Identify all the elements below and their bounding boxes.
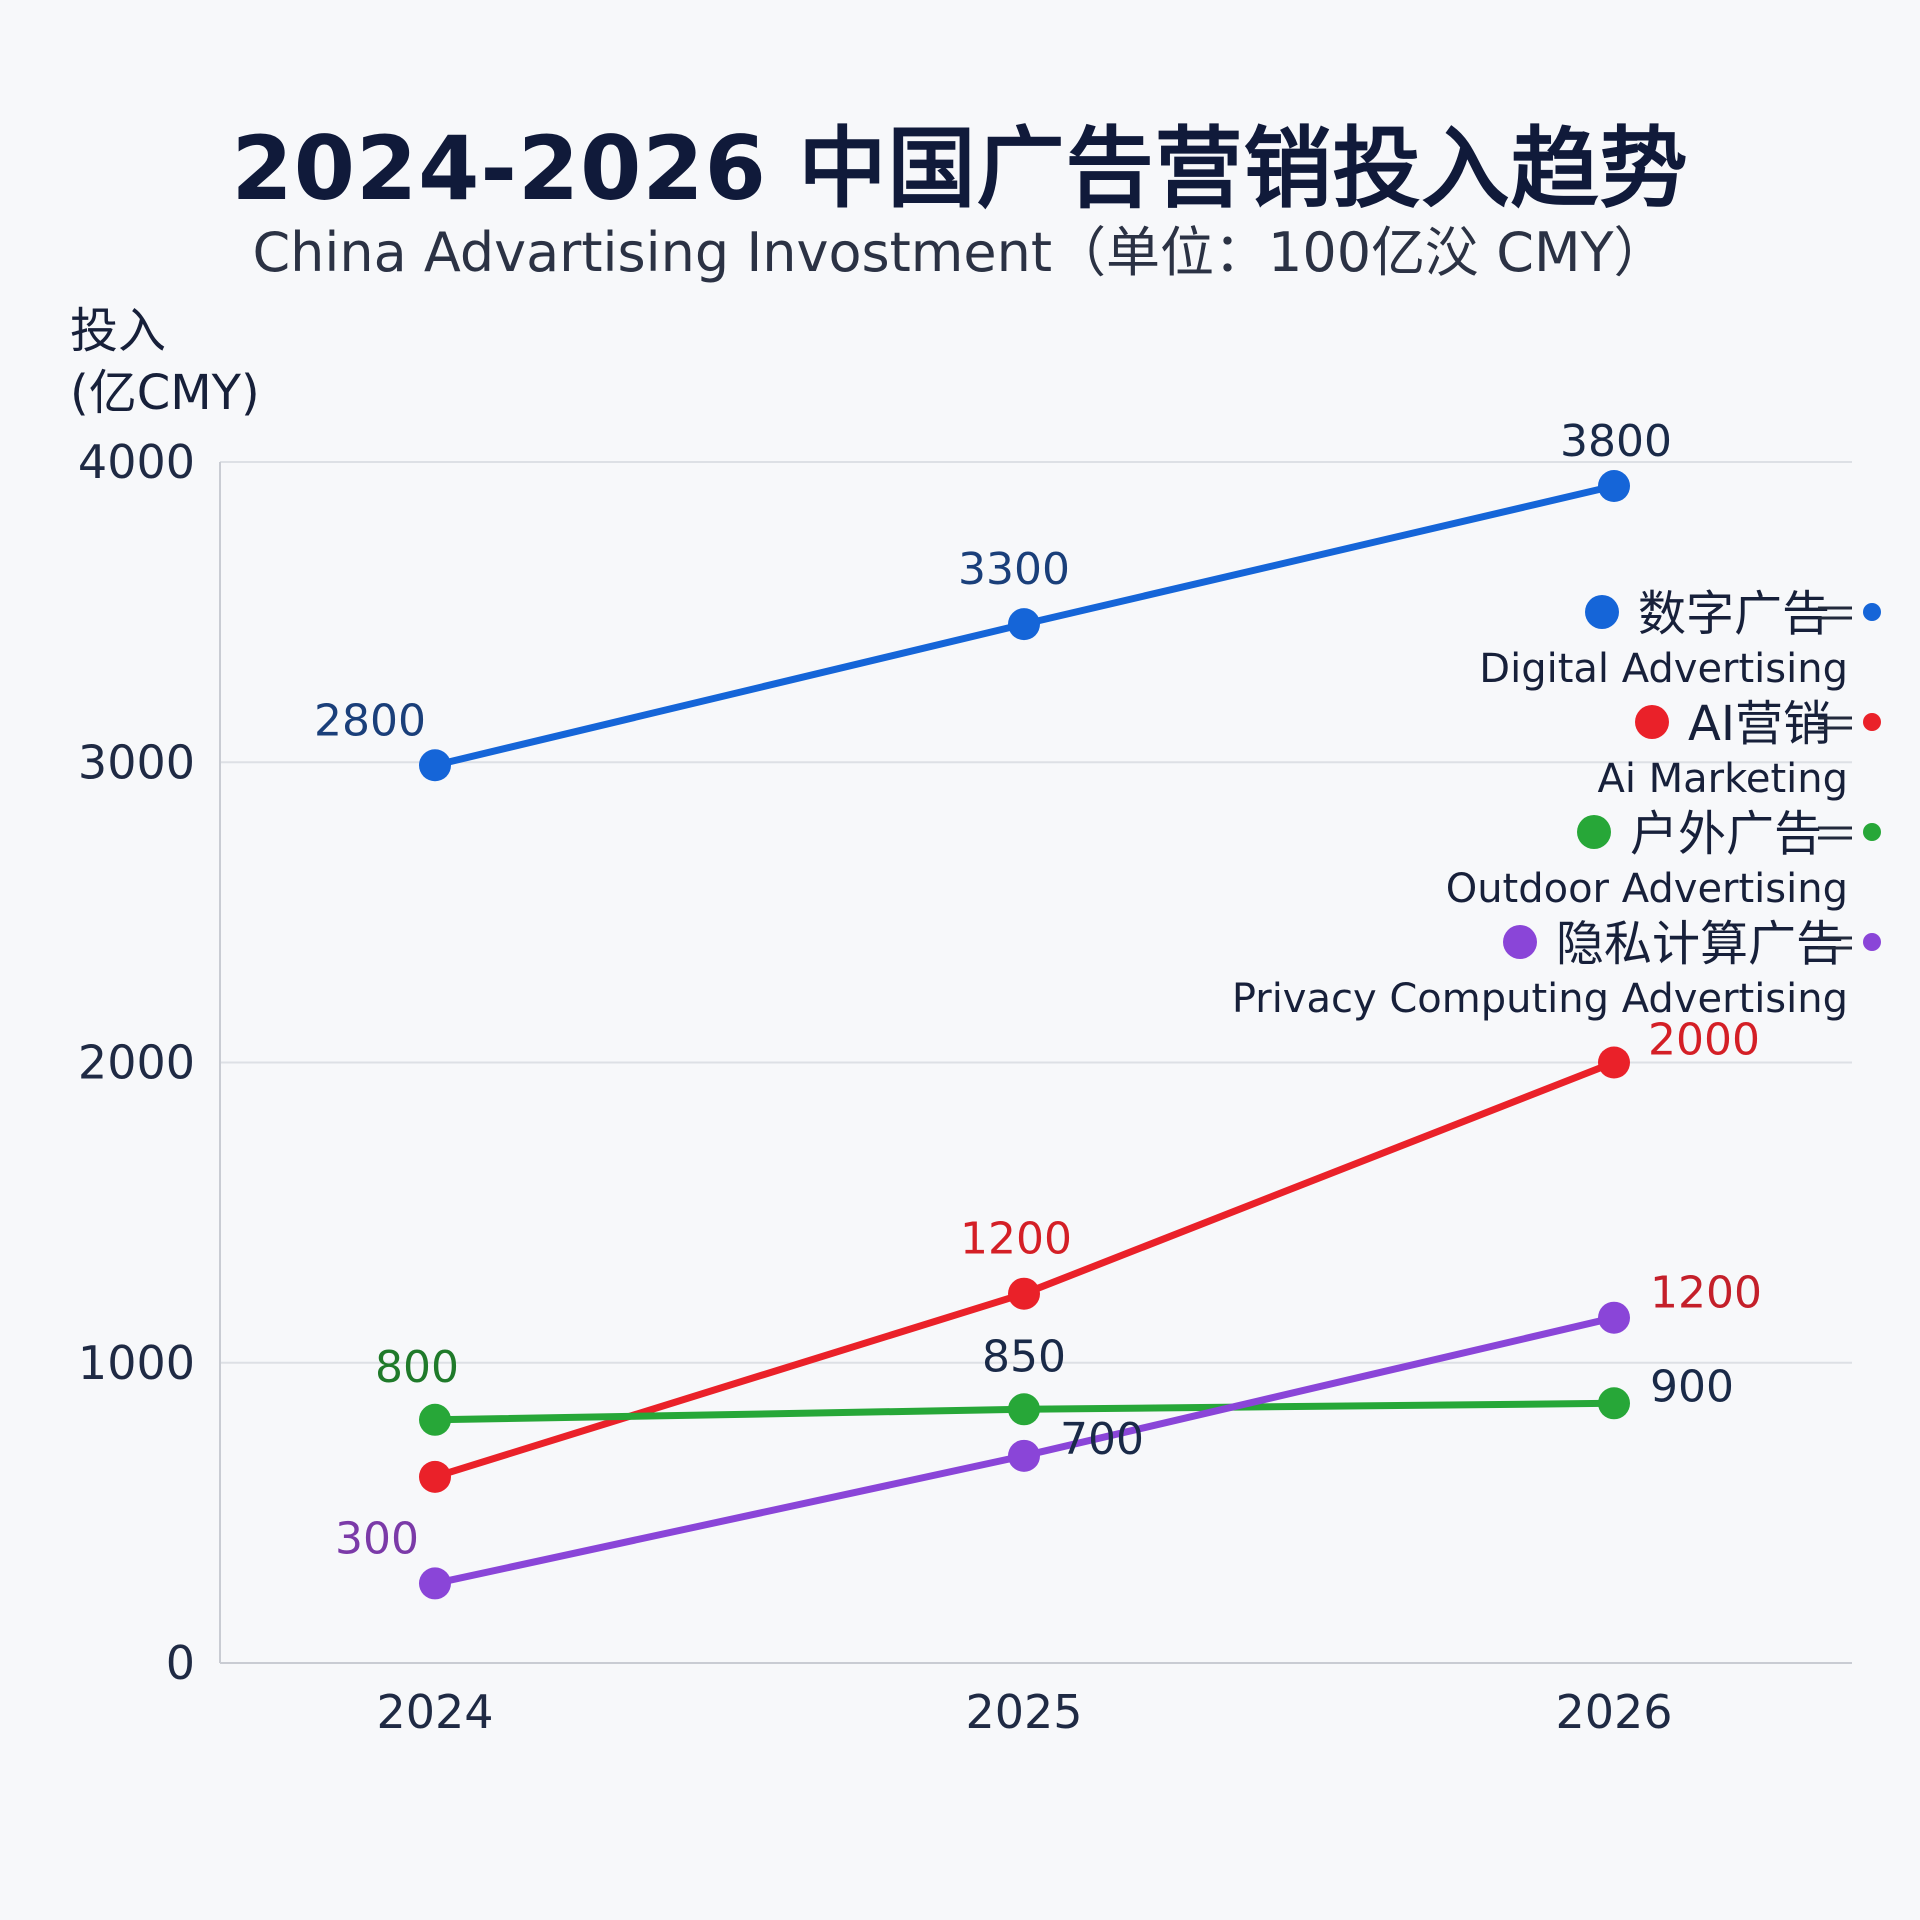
y-axis-label-line1: 投入 xyxy=(70,303,167,359)
data-label-3-2025: 700 xyxy=(1060,1414,1144,1465)
legend-sublabel-0: Digital Advertising xyxy=(1479,646,1848,692)
data-label-1-2025: 1200 xyxy=(960,1214,1072,1265)
data-label-2-2025: 850 xyxy=(982,1331,1066,1382)
y-tick-label-0: 0 xyxy=(166,1636,195,1690)
legend-dot-3 xyxy=(1503,925,1537,959)
x-tick-label-2025: 2025 xyxy=(965,1685,1082,1739)
data-label-2-2026: 900 xyxy=(1650,1361,1734,1412)
x-tick-label-2026: 2026 xyxy=(1555,1685,1672,1739)
data-label-0-2024: 2800 xyxy=(314,695,426,746)
legend-dot-0 xyxy=(1585,595,1619,629)
y-axis-label-line2: (亿CMY) xyxy=(70,365,260,421)
data-point-2-2025 xyxy=(1008,1393,1040,1426)
y-axis-label: 投入 (亿CMY) xyxy=(70,300,290,424)
data-point-0-2025 xyxy=(1008,608,1040,641)
data-point-1-2024 xyxy=(419,1460,451,1493)
legend-marker-1 xyxy=(1863,713,1881,731)
legend-marker-2 xyxy=(1863,823,1881,841)
data-point-2-2024 xyxy=(419,1403,451,1436)
data-point-1-2025 xyxy=(1008,1277,1040,1310)
data-point-1-2026 xyxy=(1598,1046,1630,1079)
data-point-3-2025 xyxy=(1008,1439,1040,1472)
legend-label-1: AI营销 xyxy=(1688,696,1831,752)
legend-marker-3 xyxy=(1863,933,1881,951)
data-label-3-2026: 1200 xyxy=(1650,1268,1762,1319)
legend-sublabel-3: Privacy Computing Advertising xyxy=(1232,976,1848,1022)
data-label-2-2024: 800 xyxy=(375,1342,459,1393)
data-label-3-2024: 300 xyxy=(335,1513,419,1564)
data-point-3-2026 xyxy=(1598,1301,1630,1334)
data-point-3-2024 xyxy=(419,1567,451,1600)
data-label-0-2026: 3800 xyxy=(1560,416,1672,467)
legend-label-3: 隐私计算广告 xyxy=(1556,916,1844,972)
x-tick-label-2024: 2024 xyxy=(376,1685,493,1739)
legend-sublabel-2: Outdoor Advertising xyxy=(1446,866,1848,912)
data-point-0-2024 xyxy=(419,749,451,782)
data-point-2-2026 xyxy=(1598,1387,1630,1420)
legend-dot-1 xyxy=(1635,705,1669,739)
chart-subtitle: China Advartising Invostment（单位：100亿㳇 CM… xyxy=(252,221,1668,284)
legend-label-0: 数字广告 xyxy=(1638,586,1830,642)
legend-marker-0 xyxy=(1863,603,1881,621)
legend-sublabel-1: Ai Marketing xyxy=(1597,756,1848,802)
legend-label-2: 户外广告 xyxy=(1630,806,1822,862)
data-label-1-2026: 2000 xyxy=(1648,1015,1760,1066)
data-point-0-2026 xyxy=(1598,470,1630,503)
y-tick-label-3000: 3000 xyxy=(78,735,195,789)
data-label-0-2025: 3300 xyxy=(958,544,1070,595)
y-tick-label-4000: 4000 xyxy=(78,435,195,489)
y-tick-label-1000: 1000 xyxy=(78,1336,195,1390)
legend-dot-2 xyxy=(1577,815,1611,849)
y-tick-label-2000: 2000 xyxy=(78,1036,195,1090)
chart-title: 2024-2026 中国广告营销投入趋势 xyxy=(231,117,1689,220)
